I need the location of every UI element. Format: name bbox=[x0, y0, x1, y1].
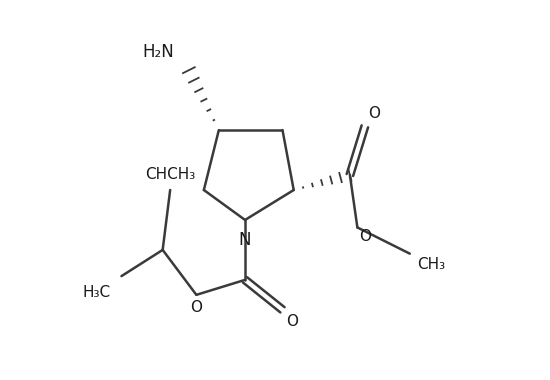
Text: O: O bbox=[368, 106, 381, 121]
Text: O: O bbox=[359, 229, 371, 244]
Text: N: N bbox=[239, 231, 251, 249]
Text: H₃C: H₃C bbox=[82, 285, 110, 301]
Text: CH₃: CH₃ bbox=[417, 257, 446, 272]
Text: O: O bbox=[286, 314, 298, 329]
Text: H₂N: H₂N bbox=[142, 43, 174, 61]
Text: O: O bbox=[190, 301, 202, 315]
Text: CHCH₃: CHCH₃ bbox=[145, 167, 195, 182]
